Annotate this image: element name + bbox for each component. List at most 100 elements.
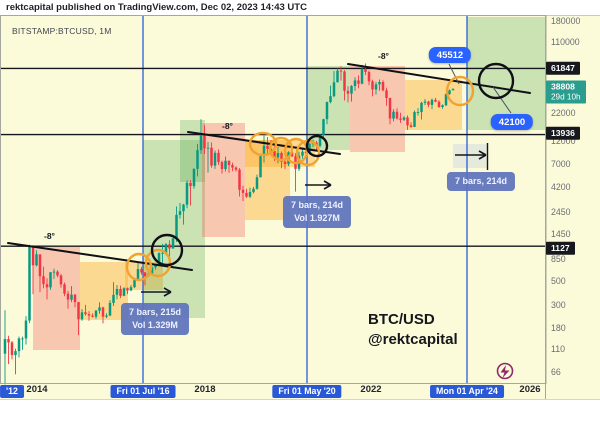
candle-body	[437, 101, 441, 107]
projection-arrowhead	[163, 287, 172, 297]
candle-body	[168, 244, 171, 249]
connector-line	[492, 86, 512, 114]
y-tick: 66	[551, 367, 561, 377]
candle-body	[14, 351, 17, 356]
highlight-circle-orange	[248, 131, 278, 157]
candle-body	[192, 168, 196, 187]
candle-body	[413, 112, 416, 127]
candle-body	[161, 252, 164, 254]
candle-body	[98, 307, 101, 311]
candle-body	[35, 254, 38, 266]
projection-arrowhead	[323, 180, 332, 190]
candle-body	[266, 145, 269, 149]
candle-body	[357, 80, 360, 84]
trendline	[187, 131, 341, 155]
candle-body	[322, 119, 325, 136]
candle-body	[175, 214, 178, 239]
candle-body	[388, 97, 392, 119]
candle-body	[49, 272, 52, 288]
candle-body	[108, 302, 112, 316]
candle-body	[378, 82, 381, 85]
range-badge: 7 bars, 214d Vol 1.927M	[282, 196, 352, 228]
candle-body	[112, 294, 115, 303]
x-year-label: 2014	[26, 384, 48, 395]
candle-body	[126, 288, 129, 291]
chart-watermark: BTC/USD @rektcapital	[368, 310, 458, 350]
trendline	[7, 242, 193, 271]
x-date-badge: Fri 01 Jul '16	[110, 384, 176, 398]
price-axis-badge: 38808 29d 10h	[546, 80, 586, 104]
candle-body	[364, 68, 367, 73]
range-badge: 7 bars, 215d Vol 1.329M	[120, 303, 190, 335]
candle-body	[59, 275, 63, 285]
candle-body	[210, 147, 213, 166]
price-axis-badge: 1127	[546, 241, 575, 255]
candle-body	[178, 211, 182, 215]
range-badge: 7 bars, 214d	[446, 172, 516, 191]
candle-body	[203, 134, 206, 149]
candle-body	[448, 90, 451, 95]
y-tick: 180000	[551, 16, 581, 26]
price-axis-badge: 13936	[546, 126, 580, 140]
y-tick: 4200	[551, 182, 571, 192]
candle-body	[182, 204, 185, 212]
y-tick: 180	[551, 323, 566, 333]
highlight-circle-orange	[445, 75, 475, 107]
highlight-circle-black	[477, 62, 515, 100]
candle-body	[129, 287, 133, 291]
candle-body	[231, 165, 234, 168]
candle-body	[280, 152, 283, 162]
angle-label: -8°	[222, 121, 233, 131]
candle-body	[434, 99, 437, 102]
candle-body	[346, 90, 350, 94]
watermark-author: @rektcapital	[368, 331, 458, 348]
y-tick: 110	[551, 344, 566, 354]
candle-body	[374, 84, 378, 90]
candle-body	[262, 145, 266, 157]
candle-body	[42, 276, 45, 285]
candle-body	[143, 272, 147, 277]
footer-bar: TradingView 比推 Bitpush news	[0, 400, 600, 426]
price-axis-badge: 61847	[546, 61, 580, 75]
candle-body	[73, 294, 77, 303]
candle-body	[416, 112, 420, 113]
candle-body	[77, 302, 80, 320]
angle-label: -8°	[378, 51, 389, 61]
highlight-circle-orange	[268, 136, 294, 162]
candle-body	[101, 307, 105, 317]
candle-body	[259, 156, 262, 178]
candle-body	[325, 102, 329, 120]
candle-body	[241, 189, 245, 193]
candle-body	[196, 150, 199, 169]
x-year-label: 2022	[360, 384, 382, 395]
candle-body	[318, 135, 322, 146]
candle-body	[154, 264, 157, 268]
range-tool-tint	[453, 144, 487, 168]
candle-body	[245, 192, 248, 197]
candle-body	[220, 162, 224, 170]
candle-body	[339, 70, 343, 72]
callout-badge: 45512	[428, 47, 472, 63]
candle-body	[350, 85, 353, 94]
candle-body	[199, 134, 203, 151]
candle-body	[224, 160, 227, 170]
candle-body	[164, 244, 168, 253]
y-tick: 7000	[551, 159, 571, 169]
candle-body	[430, 99, 434, 105]
connector-line	[448, 63, 460, 85]
candle-body	[308, 143, 311, 154]
candle-body	[38, 254, 42, 277]
candle-body	[276, 152, 280, 158]
candle-body	[367, 72, 371, 82]
candle-body	[21, 338, 24, 340]
candle-body	[409, 125, 413, 127]
candle-body	[273, 150, 276, 158]
candle-body	[28, 246, 31, 321]
candle-body	[406, 117, 409, 126]
candle-body	[185, 182, 189, 205]
y-tick: 300	[551, 300, 566, 310]
candle-body	[392, 111, 395, 119]
candle-body	[84, 312, 87, 315]
